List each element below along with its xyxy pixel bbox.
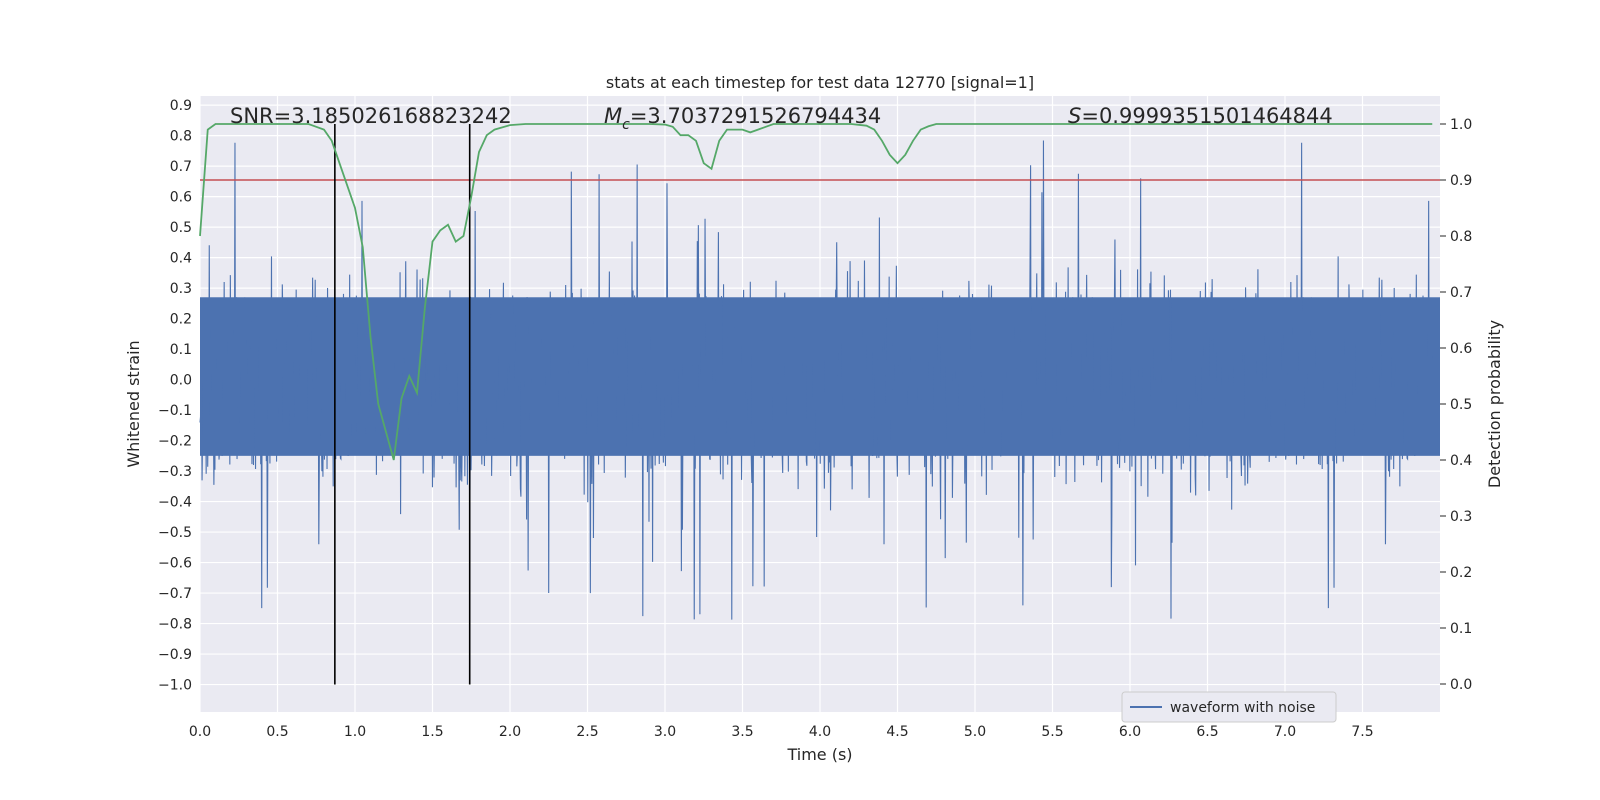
y-tick-label: −0.6 [158, 556, 192, 572]
y-tick-label: −0.3 [158, 464, 192, 480]
y2-tick-label: 0.4 [1450, 453, 1472, 469]
x-tick-label: 0.0 [189, 724, 211, 740]
y-tick-label: 0.2 [170, 312, 192, 328]
s-value: =0.9999351501464844 [1081, 104, 1332, 128]
y2-tick-label: 0.9 [1450, 173, 1472, 189]
y-tick-label: −0.4 [158, 495, 192, 511]
chirp-mass-subscript: c [622, 117, 630, 133]
y-tick-label: 0.6 [170, 190, 192, 206]
x-tick-label: 0.5 [266, 724, 288, 740]
x-tick-label: 5.0 [964, 724, 986, 740]
x-tick-label: 4.0 [809, 724, 831, 740]
x-tick-label: 2.5 [576, 724, 598, 740]
y-tick-label: 0.5 [170, 220, 192, 236]
y-tick-label: −0.2 [158, 434, 192, 450]
x-tick-label: 1.5 [421, 724, 443, 740]
y2-tick-label: 0.3 [1450, 509, 1472, 525]
y-tick-label: 0.3 [170, 281, 192, 297]
tick-labels: 0.0 0.5 1.0 1.5 2.0 2.5 3.0 3.5 4.0 4.5 5.0 5.5 6.0 6… [158, 98, 1472, 740]
y2-tick-label: 0.6 [1450, 341, 1472, 357]
series-waveform-with-noise [199, 140, 1440, 620]
y2-tick-label: 0.0 [1450, 677, 1472, 693]
legend-box [1121, 691, 1337, 723]
x-tick-label: 7.0 [1274, 724, 1296, 740]
y-tick-label: 0.4 [170, 251, 192, 267]
y-tick-label: −0.9 [158, 647, 192, 663]
y2-tick-label: 1.0 [1450, 117, 1472, 133]
y2-tick-label: 0.8 [1450, 229, 1472, 245]
y-tick-label: 0.8 [170, 129, 192, 145]
x-axis-label: Time (s) [786, 745, 852, 764]
snr-annotation: SNR=3.185026168823242 [230, 104, 512, 128]
x-tick-label: 2.0 [499, 724, 521, 740]
y2-tick-label: 0.7 [1450, 285, 1472, 301]
y2-tick-label: 0.2 [1450, 565, 1472, 581]
chart-title: stats at each timestep for test data 127… [606, 73, 1034, 92]
x-tick-label: 7.5 [1351, 724, 1373, 740]
waveform-with-noise-line [199, 140, 1435, 620]
overlay-lines [199, 123, 1440, 685]
x-tick-label: 5.5 [1041, 724, 1063, 740]
y-tick-label: 0.7 [170, 159, 192, 175]
x-tick-label: 4.5 [886, 724, 908, 740]
y-tick-label: −0.7 [158, 586, 192, 602]
chirp-mass-symbol: M [604, 104, 622, 128]
x-tick-label: 6.5 [1196, 724, 1218, 740]
y-tick-label: −0.8 [158, 617, 192, 633]
y2-tick-label: 0.5 [1450, 397, 1472, 413]
legend: waveform with noise [1121, 691, 1337, 723]
y-tick-label: 0.1 [170, 342, 192, 358]
y2-tick-label: 0.1 [1450, 621, 1472, 637]
legend-label-waveform: waveform with noise [1170, 700, 1315, 716]
s-symbol: S [1068, 104, 1081, 128]
x-tick-label: 1.0 [344, 724, 366, 740]
y-axis-label: Whitened strain [124, 340, 143, 467]
x-tick-label: 3.0 [654, 724, 676, 740]
x-tick-label: 3.5 [731, 724, 753, 740]
chirp-mass-value: =3.7037291526794434 [630, 104, 881, 128]
y-tick-label: −0.1 [158, 403, 192, 419]
y2-axis-label: Detection probability [1485, 320, 1504, 488]
s-annotation: S=0.9999351501464844 [1068, 104, 1333, 128]
y-tick-label: −0.5 [158, 525, 192, 541]
x-tick-label: 6.0 [1119, 724, 1141, 740]
detection-probability-line [199, 123, 1433, 461]
chirp-mass-annotation: Mc=3.7037291526794434 [604, 104, 881, 133]
y-tick-label: 0.0 [170, 373, 192, 389]
y-tick-label: 0.9 [170, 98, 192, 114]
y-tick-label: −1.0 [158, 678, 192, 694]
